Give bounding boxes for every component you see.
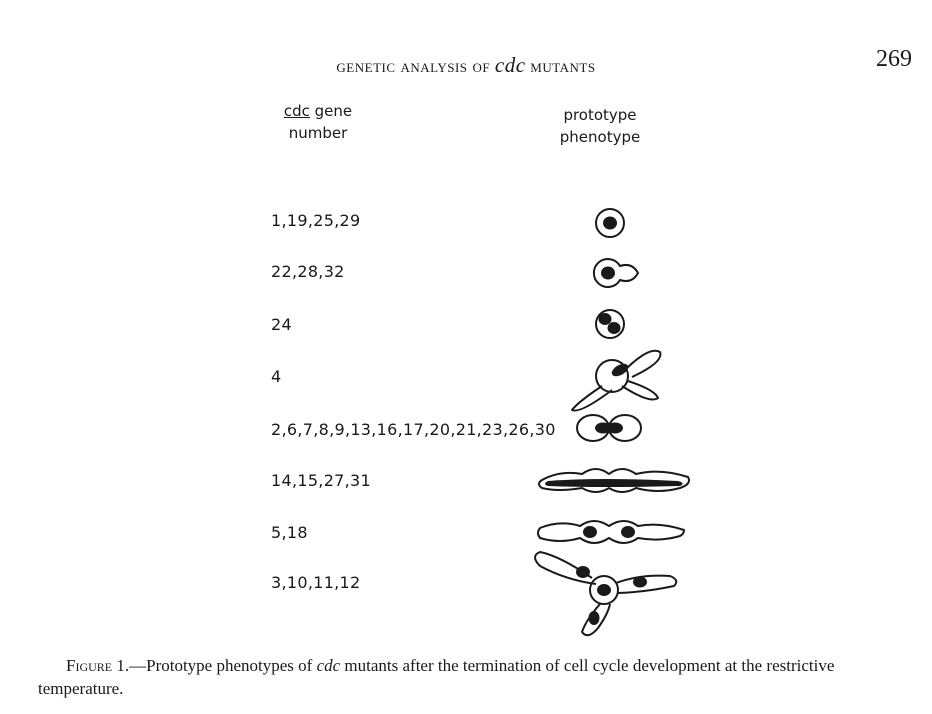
- running-title-italic: cdc: [494, 53, 526, 77]
- gene-label-row8: 3,10,11,12: [271, 573, 361, 592]
- gene-label-row7: 5,18: [271, 523, 308, 542]
- phenotype-column-header: prototype phenotype: [552, 104, 648, 148]
- gene-label-row4: 4: [271, 367, 282, 386]
- small-bud-cell-icon: [592, 258, 639, 288]
- gene-header-gene: gene: [309, 102, 353, 120]
- gene-label-row6: 14,15,27,31: [271, 471, 371, 490]
- running-title: Genetic Analysis of cdc Mutants: [0, 53, 932, 78]
- gene-label-row2: 22,28,32: [271, 262, 345, 281]
- gene-label-row5: 2,6,7,8,9,13,16,17,20,21,23,26,30: [271, 420, 556, 439]
- phenotype-header-line1: prototype: [563, 106, 637, 124]
- phenotype-header-line2: phenotype: [559, 128, 641, 146]
- branched-cell-icon: [534, 551, 678, 637]
- two-nuclei-cell-icon: [595, 309, 625, 339]
- running-title-part2: Mutants: [530, 56, 596, 76]
- caption-text-before: —Prototype phenotypes of: [129, 656, 317, 675]
- page-number: 269: [876, 46, 912, 72]
- multibud-cell-icon: [571, 349, 662, 412]
- caption-italic: cdc: [316, 656, 341, 675]
- dumbbell-cell-icon: [576, 414, 642, 442]
- elongated-two-nuclei-icon: [537, 520, 685, 544]
- gene-header-cdc: cdc: [283, 102, 310, 120]
- caption-text-after: mutants after the termination of cell cy…: [38, 656, 835, 698]
- caption-label: Figure 1.: [66, 656, 130, 675]
- running-title-part1: Genetic Analysis of: [336, 56, 491, 76]
- gene-label-row3: 24: [271, 315, 292, 334]
- unbudded-cell-icon: [595, 208, 625, 238]
- elongated-chain-icon: [538, 468, 690, 493]
- gene-header-number: number: [288, 124, 348, 142]
- gene-label-row1: 1,19,25,29: [271, 211, 361, 230]
- figure-caption: Figure 1.—Prototype phenotypes of cdc mu…: [38, 654, 908, 700]
- gene-column-header: cdc gene number: [268, 100, 368, 144]
